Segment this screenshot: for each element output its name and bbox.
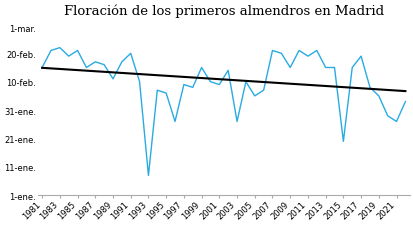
Title: Floración de los primeros almendros en Madrid: Floración de los primeros almendros en M… — [64, 4, 383, 18]
